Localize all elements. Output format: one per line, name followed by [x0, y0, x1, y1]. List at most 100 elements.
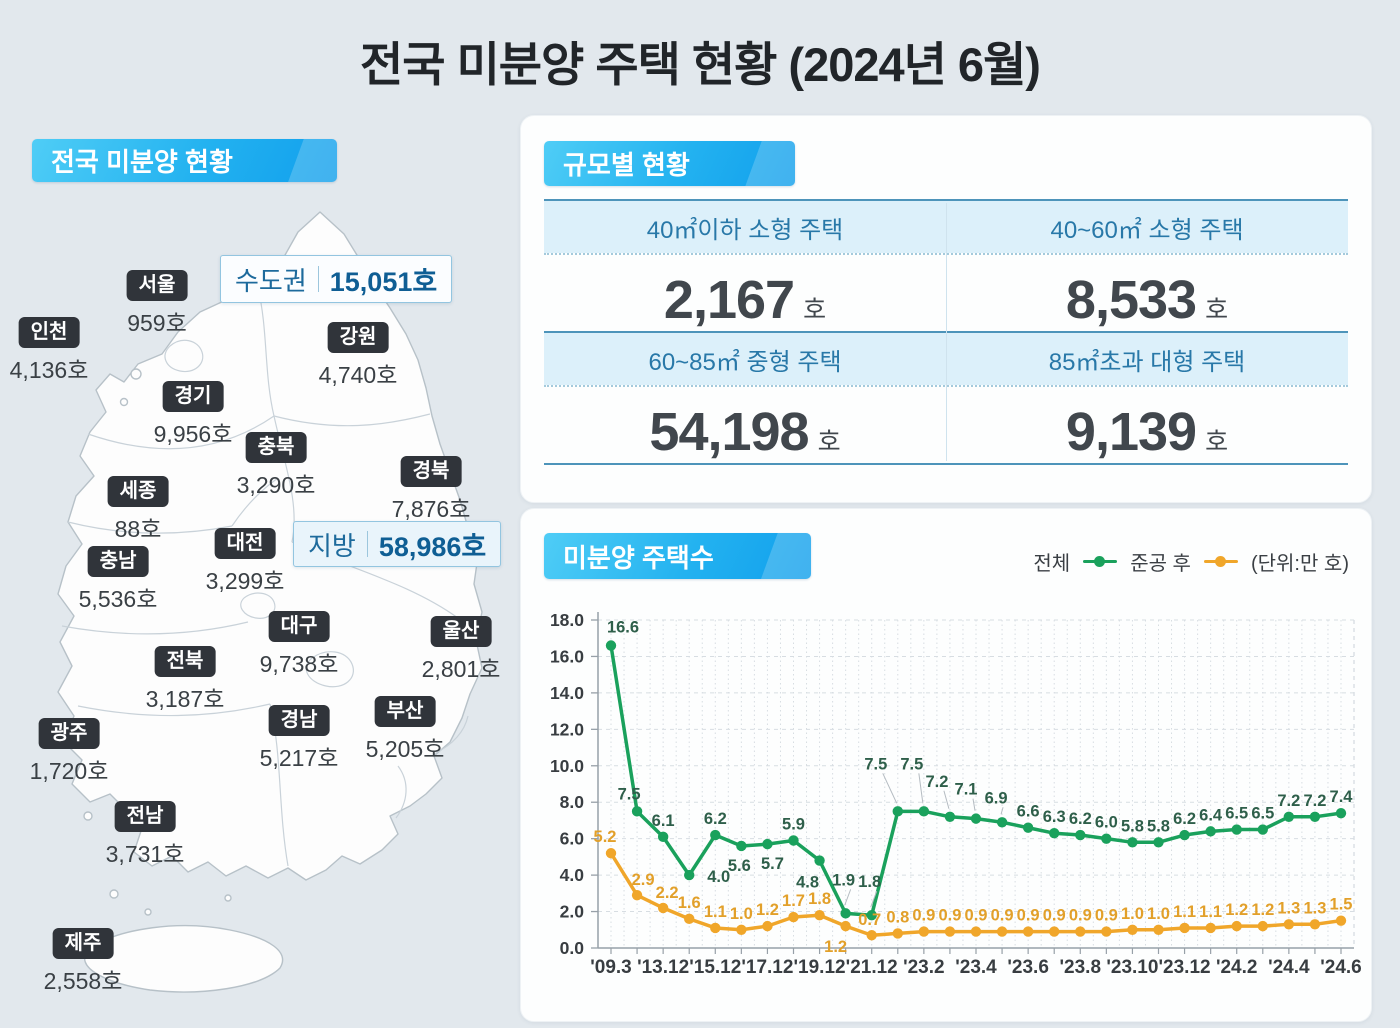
size-cell-value-1: 8,533 호	[946, 255, 1348, 331]
region-name-chip: 강원	[327, 322, 389, 353]
svg-text:1.2: 1.2	[1225, 901, 1248, 919]
table-column-divider	[946, 203, 947, 461]
size-value-number: 9,139	[1065, 402, 1197, 462]
size-cell-label-3: 85㎡초과 대형 주택	[946, 333, 1348, 385]
region-value: 2,558호	[43, 968, 123, 994]
svg-text:1.1: 1.1	[1199, 903, 1222, 921]
region-value: 959호	[127, 310, 187, 336]
size-value-unit: 호	[1205, 296, 1229, 324]
svg-text:6.9: 6.9	[985, 789, 1008, 807]
region-value: 5,536호	[78, 586, 158, 612]
svg-text:6.0: 6.0	[1095, 814, 1118, 832]
region-name-chip: 울산	[430, 616, 492, 647]
svg-text:'13.12: '13.12	[637, 957, 689, 978]
region-value: 9,956호	[153, 421, 233, 447]
region-value: 3,187호	[145, 686, 225, 712]
svg-text:1.2: 1.2	[824, 938, 847, 956]
svg-text:1.1: 1.1	[704, 903, 727, 921]
svg-text:1.0: 1.0	[1147, 905, 1170, 923]
svg-text:2.2: 2.2	[656, 884, 679, 902]
svg-text:0.0: 0.0	[560, 938, 585, 958]
region-name-chip: 전남	[114, 801, 176, 832]
region-5: 충북 3,290호	[236, 432, 316, 500]
regional-total-badge: 지방 58,986호	[293, 521, 502, 567]
svg-text:'23.8: '23.8	[1060, 957, 1102, 978]
region-value: 4,740호	[318, 362, 398, 388]
size-cell-value-0: 2,167 호	[544, 255, 946, 331]
page-title: 전국 미분양 주택 현황 (2024년 6월)	[360, 38, 1041, 91]
svg-text:1.5: 1.5	[1330, 896, 1353, 914]
svg-text:'23.10: '23.10	[1106, 957, 1158, 978]
region-value: 4,136호	[9, 357, 89, 383]
jeju-island	[83, 925, 284, 993]
regional-badge-value: 58,986호	[378, 531, 487, 562]
region-12: 전북 3,187호	[145, 646, 225, 714]
region-15: 광주 1,720호	[30, 718, 108, 786]
svg-text:'24.4: '24.4	[1268, 957, 1310, 978]
svg-text:1.8: 1.8	[808, 890, 831, 908]
size-cell-label-2: 60~85㎡ 중형 주택	[544, 333, 946, 385]
region-13: 부산 5,205호	[366, 696, 444, 764]
svg-text:1.2: 1.2	[1251, 901, 1274, 919]
svg-text:12.0: 12.0	[550, 719, 584, 739]
svg-text:14.0: 14.0	[550, 683, 584, 703]
region-7: 세종 88호	[107, 476, 169, 544]
capital-badge-value: 15,051호	[329, 266, 438, 297]
map-panel-header: 전국 미분양 현황	[32, 139, 337, 182]
svg-text:0.9: 0.9	[1095, 907, 1118, 925]
svg-text:6.2: 6.2	[704, 810, 727, 828]
chart-panel-card: 미분양 주택수 전체 준공 후 (단위:만 호) 0.0 2.0 4.0 6.0 8.0…	[520, 508, 1372, 1022]
svg-text:5.8: 5.8	[1121, 817, 1144, 835]
region-value: 88호	[114, 516, 162, 542]
svg-text:'17.12: '17.12	[741, 957, 793, 978]
svg-text:0.7: 0.7	[858, 911, 881, 929]
svg-text:0.9: 0.9	[912, 907, 935, 925]
chart-axes: 0.0 2.0 4.0 6.0 8.0 10.0 12.0 14.0 16.0 18.0 '09.3…	[550, 610, 1362, 978]
table-top-line	[544, 199, 1348, 201]
svg-text:1.7: 1.7	[782, 892, 805, 910]
svg-text:1.2: 1.2	[756, 901, 779, 919]
badge-divider	[317, 266, 319, 292]
svg-text:0.9: 0.9	[1017, 907, 1040, 925]
region-4: 강원 4,740호	[318, 322, 398, 390]
region-value: 7,876호	[391, 496, 471, 522]
size-table: 40㎡이하 소형 주택 40~60㎡ 소형 주택 2,167 호 8,533 호…	[544, 199, 1348, 465]
region-name-chip: 대구	[268, 611, 330, 642]
svg-text:6.4: 6.4	[1199, 806, 1223, 824]
svg-text:'23.6: '23.6	[1007, 957, 1048, 978]
region-1: 서울 959호	[126, 270, 188, 338]
svg-text:1.1: 1.1	[1173, 903, 1196, 921]
region-11: 울산 2,801호	[422, 616, 500, 684]
size-cell-value-2: 54,198 호	[544, 387, 946, 463]
unsold-housing-line-chart: 0.0 2.0 4.0 6.0 8.0 10.0 12.0 14.0 16.0 18.0 '09.3…	[550, 610, 1362, 978]
size-panel-header: 규모별 현황	[544, 141, 795, 186]
svg-text:7.2: 7.2	[925, 773, 948, 791]
region-14: 경남 5,217호	[260, 705, 338, 773]
size-value-unit: 호	[817, 428, 841, 456]
svg-text:1.8: 1.8	[858, 873, 881, 891]
svg-text:7.2: 7.2	[1303, 792, 1326, 810]
svg-text:1.3: 1.3	[1277, 899, 1300, 917]
svg-text:16.0: 16.0	[550, 646, 584, 666]
svg-text:8.0: 8.0	[560, 792, 585, 812]
svg-text:5.8: 5.8	[1147, 817, 1170, 835]
region-name-chip: 경기	[162, 381, 224, 412]
region-3: 경기 9,956호	[153, 381, 233, 449]
svg-text:0.9: 0.9	[1043, 907, 1066, 925]
svg-text:7.2: 7.2	[1277, 792, 1300, 810]
region-value: 3,290호	[236, 472, 316, 498]
table-bottom-line	[544, 463, 1348, 465]
svg-text:'15.12: '15.12	[689, 957, 741, 978]
svg-text:'09.3: '09.3	[590, 957, 632, 978]
size-value-unit: 호	[1205, 428, 1229, 456]
svg-text:5.2: 5.2	[594, 828, 617, 846]
svg-text:7.5: 7.5	[900, 755, 923, 773]
svg-text:'23.4: '23.4	[955, 957, 997, 978]
region-6: 경북 7,876호	[391, 456, 471, 524]
svg-text:6.5: 6.5	[1251, 805, 1274, 823]
capital-badge-label: 수도권	[235, 265, 307, 296]
svg-text:4.0: 4.0	[707, 868, 730, 886]
svg-text:4.0: 4.0	[560, 865, 585, 885]
regional-badge-label: 지방	[308, 530, 356, 561]
svg-text:6.6: 6.6	[1017, 803, 1040, 821]
